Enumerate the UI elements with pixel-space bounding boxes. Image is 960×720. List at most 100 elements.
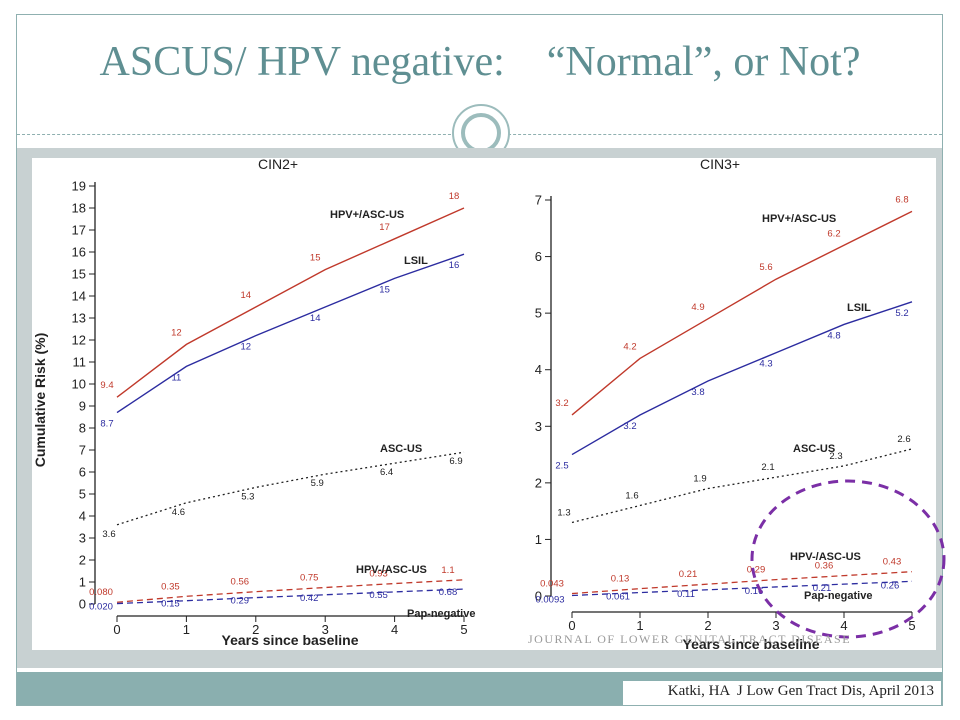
data-label: 0.42 — [300, 593, 319, 604]
x-tick-label: 2 — [252, 622, 259, 637]
data-label: 15 — [379, 284, 390, 295]
y-tick-label: 1 — [79, 575, 86, 590]
y-tick-label: 19 — [72, 179, 86, 194]
chart-title: CIN3+ — [700, 156, 740, 172]
series-line-lsil — [116, 253, 465, 414]
series-line-asc-us — [571, 448, 913, 524]
series-name-label: Pap-negative — [804, 590, 872, 602]
y-tick-label: 3 — [535, 419, 542, 434]
series-name-label: HPV+/ASC-US — [330, 209, 404, 221]
data-label: 4.2 — [623, 341, 636, 352]
series-name-label: Pap-negative — [407, 608, 475, 620]
data-label: 0.35 — [161, 581, 180, 592]
data-label: 14 — [241, 290, 252, 301]
x-tick-label: 0 — [568, 618, 575, 633]
data-label: 0.26 — [881, 580, 900, 591]
series-name-label: LSIL — [847, 302, 871, 314]
data-label: 4.8 — [827, 330, 840, 341]
y-tick-label: 18 — [72, 201, 86, 216]
data-label: 3.8 — [691, 387, 704, 398]
data-label: 5.3 — [241, 491, 254, 502]
y-tick-label: 3 — [79, 531, 86, 546]
series-name-label: LSIL — [404, 255, 428, 267]
y-tick-label: 15 — [72, 267, 86, 282]
data-label: 2.6 — [897, 434, 910, 445]
x-tick-label: 4 — [391, 622, 398, 637]
y-tick-label: 1 — [535, 532, 542, 547]
data-label: 4.6 — [172, 507, 185, 518]
data-label: 6.9 — [449, 456, 462, 467]
data-label: 0.15 — [161, 599, 180, 610]
slide-frame — [16, 14, 943, 706]
x-tick-label: 3 — [772, 618, 779, 633]
data-label: 0.21 — [679, 569, 698, 580]
data-label: 3.2 — [623, 421, 636, 432]
data-label: 0.43 — [883, 557, 902, 568]
x-tick-label: 0 — [113, 622, 120, 637]
data-label: 12 — [171, 327, 182, 338]
series-line-hpv-asc-us — [116, 579, 465, 603]
data-label: 0.061 — [606, 592, 630, 603]
series-name-label: ASC-US — [380, 443, 422, 455]
y-tick-label: 2 — [535, 475, 542, 490]
series-name-label: ASC-US — [793, 443, 835, 455]
y-tick-label: 17 — [72, 223, 86, 238]
data-label: 0.21 — [813, 583, 832, 594]
series-line-asc-us — [116, 451, 465, 526]
y-tick-label: 4 — [79, 509, 86, 524]
data-label: 15 — [310, 253, 321, 264]
x-tick-label: 3 — [322, 622, 329, 637]
y-tick-label: 16 — [72, 245, 86, 260]
data-label: 1.9 — [693, 474, 706, 485]
data-label: 3.6 — [102, 529, 115, 540]
data-label: 1.1 — [441, 565, 454, 576]
data-label: 9.4 — [100, 380, 113, 391]
data-label: 1.3 — [557, 507, 570, 518]
chart-title: CIN2+ — [258, 156, 298, 172]
data-label: 4.3 — [759, 359, 772, 370]
x-tick-label: 1 — [636, 618, 643, 633]
series-line-pap-negative — [571, 580, 913, 597]
x-axis-label: Years since baseline — [683, 636, 820, 652]
y-tick-label: 13 — [72, 311, 86, 326]
y-tick-label: 9 — [79, 399, 86, 414]
x-tick-label: 1 — [183, 622, 190, 637]
data-label: 1.6 — [625, 490, 638, 501]
y-tick-label: 2 — [79, 553, 86, 568]
y-tick-label: 10 — [72, 377, 86, 392]
data-label: 11 — [171, 372, 181, 383]
y-tick-label: 6 — [535, 249, 542, 264]
y-tick-label: 11 — [73, 355, 87, 370]
x-tick-label: 4 — [840, 618, 847, 633]
data-label: 0.11 — [677, 589, 695, 600]
x-tick-label: 5 — [460, 622, 467, 637]
data-label: 0.020 — [89, 602, 113, 613]
y-tick-label: 7 — [535, 193, 542, 208]
data-label: 3.2 — [555, 398, 568, 409]
data-label: 14 — [310, 313, 321, 324]
data-label: 0.29 — [231, 596, 250, 607]
y-tick-label: 8 — [79, 421, 86, 436]
data-label: 6.8 — [895, 194, 908, 205]
y-axis-label: Cumulative Risk (%) — [32, 333, 48, 468]
data-label: 0.36 — [815, 561, 834, 572]
data-label: 5.2 — [895, 308, 908, 319]
series-line-lsil — [571, 301, 913, 456]
journal-watermark: JOURNAL OF LOWER GENITAL TRACT DISEASE — [528, 632, 852, 646]
data-label: 0.56 — [231, 577, 250, 588]
data-label: 0.043 — [540, 579, 564, 590]
footer-citation-box — [623, 681, 941, 705]
data-label: 2.1 — [761, 462, 774, 473]
slide-title: ASCUS/ HPV negative: “Normal”, or Not? — [99, 39, 861, 85]
data-label: 0.93 — [369, 569, 388, 580]
data-label: 17 — [379, 222, 390, 233]
data-label: 12 — [241, 342, 252, 353]
series-line-hpv-asc-us — [571, 210, 913, 416]
data-label: 16 — [449, 260, 460, 271]
series-line-hpv-asc-us — [571, 571, 913, 595]
series-line-pap-negative — [116, 588, 465, 605]
data-label: 0.0093 — [535, 594, 564, 605]
data-label: 0.16 — [745, 586, 764, 597]
